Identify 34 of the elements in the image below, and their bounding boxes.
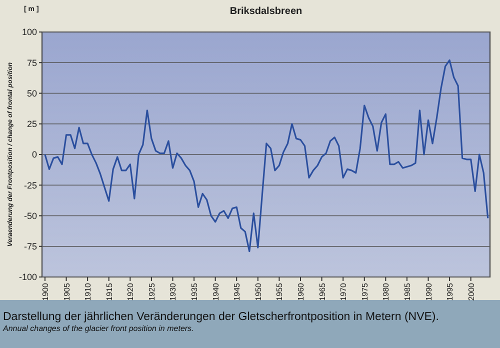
y-tick-label: 100	[22, 27, 37, 38]
y-tick-label: -75	[24, 242, 37, 252]
x-tick-label: 1945	[232, 282, 242, 301]
text: Darstellung der jährlichen Veränderungen der Gletscherfrontposition in Metern (NVE).	[3, 311, 439, 323]
x-tick-label: 1960	[296, 282, 306, 301]
chart-title: Briksdalsbreen	[230, 6, 302, 17]
x-tick-label: 1905	[62, 282, 72, 301]
x-tick-label: 1930	[168, 282, 178, 301]
x-tick-label: 1970	[339, 282, 348, 301]
x-tick-label: 1955	[275, 282, 284, 301]
x-tick-label: 1980	[382, 282, 391, 301]
x-tick-label: 1950	[254, 282, 263, 301]
y-tick-label: 75	[26, 58, 37, 68]
text: Annual changes of the glacier front position in meters.	[2, 324, 194, 333]
x-tick-label: 1995	[446, 282, 455, 301]
x-tick-label: 1990	[424, 282, 434, 301]
x-tick-label: 1965	[318, 282, 327, 301]
x-tick-label: 2000	[466, 282, 476, 301]
x-tick-label: 1975	[360, 282, 370, 301]
x-tick-label: 1925	[147, 282, 156, 301]
y-tick-label: -100	[18, 272, 37, 282]
y-tick-label: 0	[32, 150, 37, 160]
x-tick-label: 1915	[104, 282, 114, 301]
y-tick-label: 25	[26, 119, 37, 130]
x-tick-label: 1920	[126, 282, 136, 301]
x-tick-label: 1900	[40, 282, 50, 301]
x-tick-label: 1985	[402, 282, 412, 301]
x-tick-label: 1910	[84, 282, 93, 301]
line-series	[44, 59, 489, 252]
x-tick-label: 1935	[190, 282, 200, 301]
y-tick-label: -50	[24, 210, 37, 221]
y-tick-label: 50	[26, 88, 37, 98]
y-tick-label: -25	[24, 180, 37, 190]
x-tick-label: 1940	[211, 282, 220, 301]
